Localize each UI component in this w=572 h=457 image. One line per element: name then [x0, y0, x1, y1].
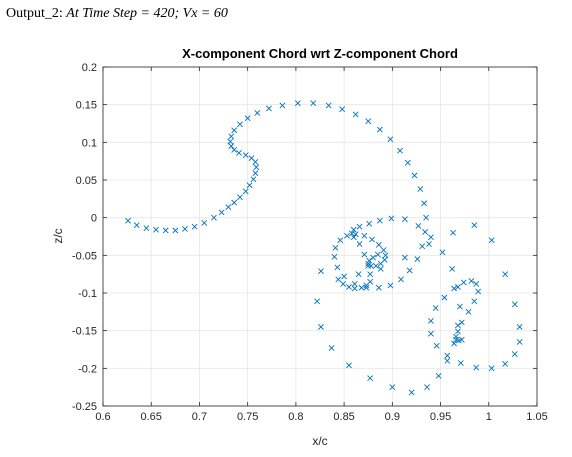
y-tick-label: -0.15: [72, 326, 97, 338]
x-tick-label: 0.65: [141, 411, 162, 423]
x-tick-label: 1.05: [526, 411, 547, 423]
y-axis-label: z/c: [51, 228, 65, 243]
y-tick-label: 0.1: [82, 137, 97, 149]
y-tick-label: -0.25: [72, 401, 97, 413]
y-tick-label: 0.2: [82, 62, 97, 74]
x-tick-label: 1: [486, 411, 492, 423]
y-tick-label: -0.1: [78, 288, 97, 300]
x-tick-label: 0.95: [430, 411, 451, 423]
x-tick-label: 0.9: [385, 411, 400, 423]
x-tick-label: 0.8: [288, 411, 303, 423]
y-tick-label: 0: [91, 213, 97, 225]
y-tick-label: 0.15: [76, 100, 97, 112]
plot-area: [103, 67, 537, 406]
y-tick-label: -0.05: [72, 250, 97, 262]
x-tick-label: 0.75: [237, 411, 258, 423]
chart-title: X-component Chord wrt Z-component Chord: [182, 46, 458, 61]
y-tick-label: -0.2: [78, 363, 97, 375]
x-tick-label: 0.7: [192, 411, 207, 423]
x-axis-label: x/c: [312, 434, 327, 448]
y-tick-label: 0.05: [76, 175, 97, 187]
x-tick-label: 0.85: [333, 411, 354, 423]
x-tick-label: 0.6: [95, 411, 110, 423]
